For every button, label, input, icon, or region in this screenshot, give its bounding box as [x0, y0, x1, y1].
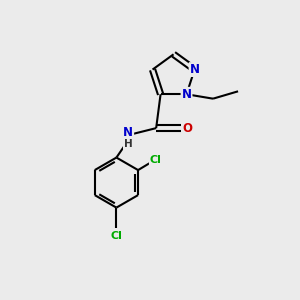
Text: N: N: [190, 63, 200, 76]
Text: O: O: [183, 122, 193, 135]
Text: Cl: Cl: [150, 155, 162, 165]
Text: H: H: [124, 139, 133, 149]
Text: Cl: Cl: [110, 232, 122, 242]
Text: N: N: [123, 126, 133, 139]
Text: N: N: [182, 88, 191, 101]
